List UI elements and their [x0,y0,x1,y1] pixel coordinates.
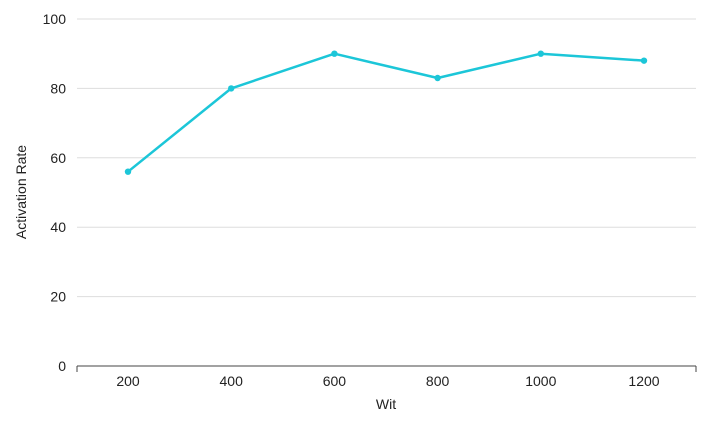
x-tick-label: 1000 [525,373,556,389]
y-tick-labels: 0 20 40 60 80 100 [43,11,67,374]
data-point [434,74,441,82]
data-point [331,50,338,57]
axes [76,365,697,372]
x-tick-label: 400 [220,373,244,389]
x-axis-title: Wit [376,396,396,412]
series [124,50,648,175]
y-tick-label: 40 [50,219,66,235]
y-tick-label: 0 [58,358,66,374]
grid-lines [77,18,696,298]
y-tick-label: 80 [50,80,66,96]
x-tick-label: 800 [426,373,450,389]
x-tick-label: 1200 [628,373,659,389]
y-axis-title: Activation Rate [13,145,29,239]
x-tick-label: 200 [116,373,140,389]
y-tick-label: 60 [50,150,66,166]
x-tick-labels: 200 400 600 800 1000 1200 [116,373,659,389]
series-line [126,52,646,173]
data-point [124,168,132,175]
data-point [640,57,648,64]
data-point [537,50,544,57]
y-tick-label: 100 [43,11,67,27]
y-tick-label: 20 [50,289,66,305]
data-point [228,85,235,92]
x-tick-label: 600 [323,373,347,389]
